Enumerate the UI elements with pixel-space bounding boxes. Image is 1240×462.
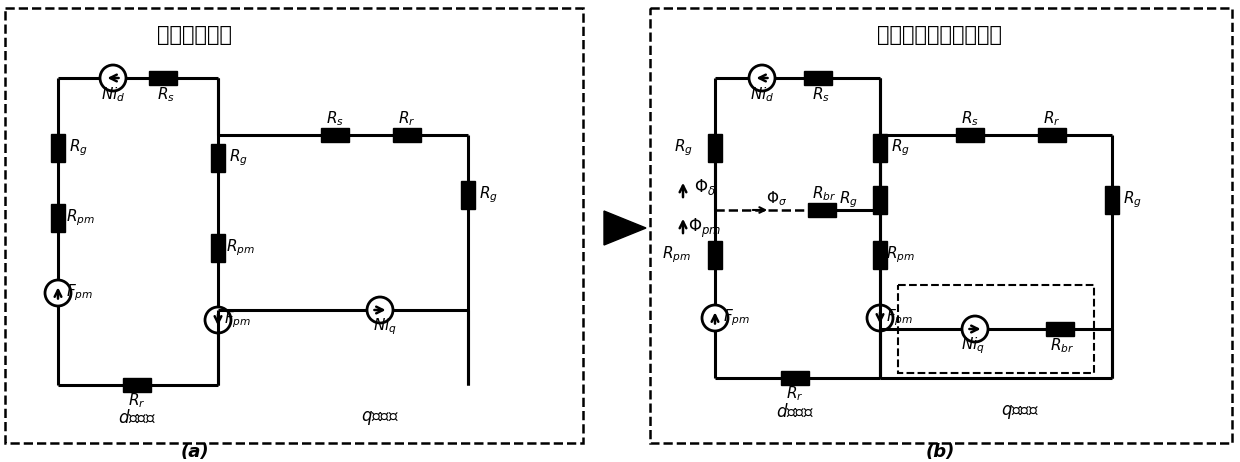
Bar	[873, 186, 887, 214]
Text: $\Phi_\delta$: $\Phi_\delta$	[694, 177, 715, 197]
Text: $Ni_q$: $Ni_q$	[373, 316, 397, 337]
Bar	[1105, 186, 1118, 214]
Bar	[804, 71, 832, 85]
Text: $R_g$: $R_g$	[1122, 190, 1142, 210]
Text: $d$轴磁路: $d$轴磁路	[776, 403, 813, 421]
Text: $R_r$: $R_r$	[786, 385, 804, 403]
Text: $F_{pm}$: $F_{pm}$	[67, 283, 93, 303]
Text: $R_r$: $R_r$	[398, 109, 415, 128]
Bar	[149, 71, 177, 85]
Text: $F_{pm}$: $F_{pm}$	[723, 308, 750, 328]
Text: 考虑多工况的永磁电机: 考虑多工况的永磁电机	[878, 25, 1002, 45]
Text: $R_r$: $R_r$	[128, 392, 146, 410]
Bar	[123, 378, 151, 392]
Text: $\Phi_\sigma$: $\Phi_\sigma$	[766, 189, 787, 208]
Text: $R_r$: $R_r$	[1043, 109, 1060, 128]
Text: $Ni_d$: $Ni_d$	[750, 85, 774, 104]
Bar	[808, 203, 836, 217]
Bar	[708, 134, 722, 162]
Text: $R_s$: $R_s$	[961, 109, 978, 128]
Bar	[873, 241, 887, 269]
Text: $Ni_q$: $Ni_q$	[961, 336, 985, 356]
Text: $R_s$: $R_s$	[812, 85, 830, 104]
Bar	[393, 128, 422, 142]
Bar	[461, 181, 475, 209]
Bar	[211, 234, 224, 262]
Text: $F_{pm}$: $F_{pm}$	[224, 310, 252, 330]
Text: $R_{pm}$: $R_{pm}$	[885, 245, 914, 265]
Bar	[1047, 322, 1074, 336]
Bar	[5, 8, 583, 443]
Text: $d$轴磁路: $d$轴磁路	[118, 409, 156, 427]
Text: $R_{pm}$: $R_{pm}$	[66, 208, 94, 228]
Text: $R_g$: $R_g$	[228, 148, 248, 168]
Bar	[898, 285, 1094, 373]
Text: $R_s$: $R_s$	[157, 85, 175, 104]
Bar	[1038, 128, 1066, 142]
Bar	[650, 8, 1233, 443]
Text: $\Phi_{pm}$: $\Phi_{pm}$	[688, 216, 722, 240]
Bar	[51, 134, 64, 162]
Text: $R_{pm}$: $R_{pm}$	[226, 238, 254, 258]
Text: $R_g$: $R_g$	[675, 138, 693, 158]
Bar	[873, 134, 887, 162]
Text: $q$轴磁路: $q$轴磁路	[1001, 403, 1039, 421]
Text: $F_{pm}$: $F_{pm}$	[887, 308, 914, 328]
Text: $R_s$: $R_s$	[326, 109, 343, 128]
Text: $R_g$: $R_g$	[839, 190, 858, 210]
Text: $R_g$: $R_g$	[479, 185, 497, 205]
Bar	[708, 241, 722, 269]
Bar	[781, 371, 808, 385]
Bar	[956, 128, 985, 142]
Text: (a): (a)	[181, 443, 210, 461]
Text: $R_g$: $R_g$	[890, 138, 909, 158]
Text: 传统永磁电机: 传统永磁电机	[157, 25, 233, 45]
Text: $R_g$: $R_g$	[68, 138, 88, 158]
Bar	[211, 144, 224, 172]
Text: $R_{pm}$: $R_{pm}$	[662, 245, 691, 265]
Polygon shape	[604, 211, 646, 245]
Text: $\boldsymbol{R_{br}}$: $\boldsymbol{R_{br}}$	[812, 185, 836, 203]
Text: (b): (b)	[925, 443, 955, 461]
Text: $Ni_d$: $Ni_d$	[100, 85, 125, 104]
Text: $\boldsymbol{R_{br}}$: $\boldsymbol{R_{br}}$	[1050, 337, 1074, 355]
Text: $q$轴磁路: $q$轴磁路	[361, 409, 399, 427]
Bar	[51, 204, 64, 232]
Bar	[321, 128, 348, 142]
